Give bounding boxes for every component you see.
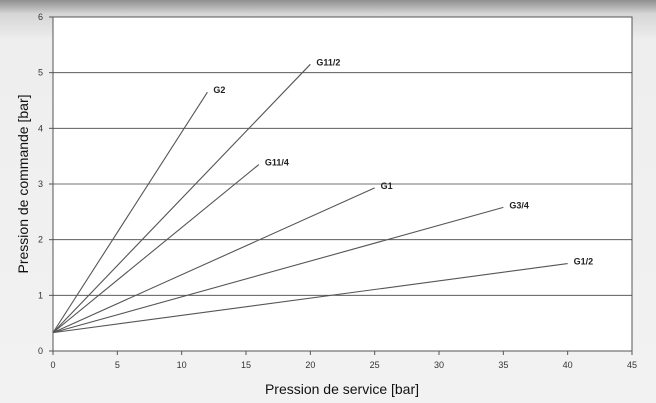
y-ticks: 0 1 2 3 4 5 6: [38, 12, 53, 356]
x-tick-label: 5: [115, 360, 120, 370]
series-labels: G2 G11/2 G11/4 G1 G3/4 G1/2: [213, 57, 593, 266]
y-axis-title: Pression de commande [bar]: [15, 95, 31, 274]
x-tick-label: 20: [305, 360, 315, 370]
y-tick-label: 4: [38, 123, 43, 133]
x-tick-label: 15: [241, 360, 251, 370]
series-line-g3-4: [52, 206, 504, 334]
series-label-g11-4: G11/4: [265, 158, 289, 168]
y-tick-label: 5: [38, 68, 43, 78]
x-axis-title: Pression de service [bar]: [265, 381, 419, 397]
series-line-g11-4: [52, 164, 260, 334]
y-tick-label: 6: [38, 12, 43, 22]
x-tick-label: 30: [434, 360, 444, 370]
x-tick-label: 25: [370, 360, 380, 370]
series-line-g1-2: [52, 263, 568, 334]
series-label-g11-2: G11/2: [316, 57, 340, 67]
grid-lines: [53, 72, 632, 296]
series-label-g1: G1: [381, 181, 393, 191]
series-label-g1-2: G1/2: [574, 257, 594, 267]
y-tick-label: 3: [38, 179, 43, 189]
x-tick-label: 0: [50, 360, 55, 370]
series-label-g2: G2: [213, 85, 225, 95]
y-tick-label: 0: [38, 346, 43, 356]
series-line-g1: [52, 187, 375, 334]
x-tick-label: 45: [627, 360, 637, 370]
x-tick-label: 35: [498, 360, 508, 370]
series-label-g3-4: G3/4: [509, 200, 529, 210]
y-tick-label: 2: [38, 235, 43, 245]
series-lines: [52, 63, 568, 334]
y-tick-label: 1: [38, 290, 43, 300]
series-line-g11-2: [52, 63, 311, 334]
x-tick-label: 40: [563, 360, 573, 370]
x-tick-label: 10: [177, 360, 187, 370]
x-ticks: 0 5 10 15 20 25 30 35 40 45: [50, 351, 637, 370]
series-line-g2: [52, 91, 208, 333]
